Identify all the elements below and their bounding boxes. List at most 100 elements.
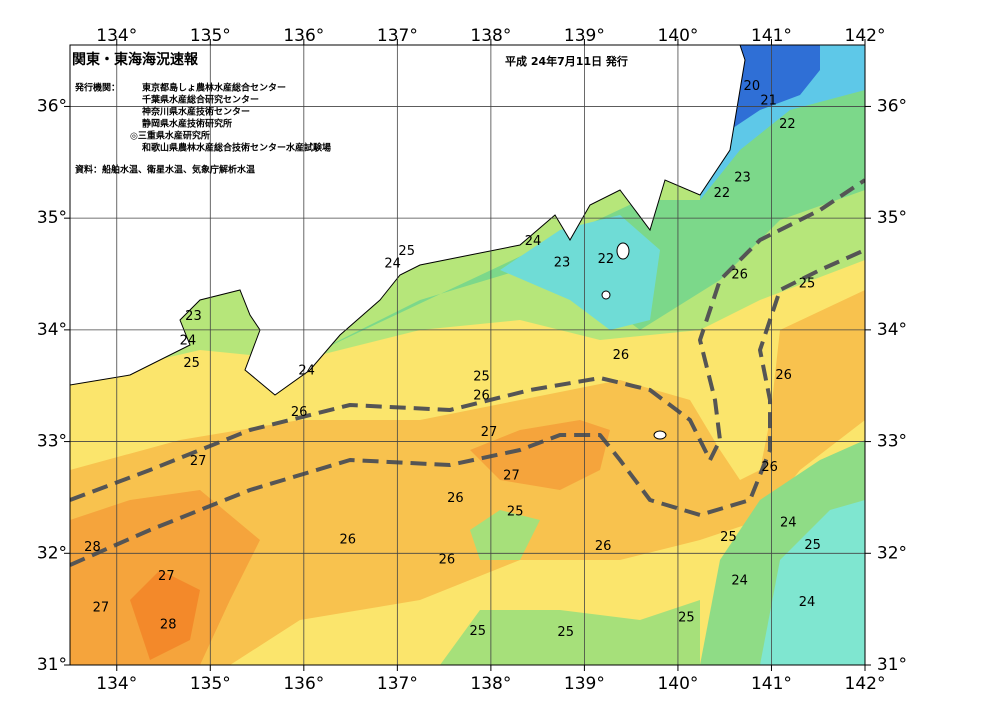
contour-label: 24: [731, 574, 748, 589]
title: 関東・東海海況速報: [72, 51, 199, 68]
contour-label: 24: [384, 256, 401, 271]
lon-label: 136°: [283, 26, 324, 46]
contour-label: 26: [761, 460, 778, 475]
contour-label: 28: [160, 617, 177, 632]
lat-label: 35°: [877, 208, 907, 228]
contour-label: 25: [799, 277, 816, 292]
lon-label: 142°: [845, 674, 886, 694]
lon-label: 142°: [845, 26, 886, 46]
contour-label: 23: [185, 309, 202, 324]
sea-orange-dark: [470, 420, 610, 490]
contour-label: 26: [731, 268, 748, 283]
kuroshio-axis: [70, 178, 865, 502]
contour-label: 26: [439, 552, 456, 567]
contour-label: 25: [470, 624, 487, 639]
agency: 和歌山県農林水産総合技術センター水産試験場: [141, 142, 331, 154]
contour-label: 25: [398, 244, 415, 259]
agency: 東京都島しょ農林水産総合センター: [142, 82, 286, 94]
issue-date: 平成 24年7月11日 発行: [505, 54, 628, 68]
island: [601, 290, 611, 300]
contour-label: 26: [473, 388, 490, 403]
lon-label: 134°: [96, 674, 137, 694]
contour-label: 26: [595, 539, 612, 554]
lat-label: 31°: [877, 655, 907, 675]
land: [70, 45, 746, 396]
lat-label: 33°: [37, 432, 67, 452]
lat-label: 34°: [37, 320, 67, 340]
contour-label: 27: [503, 469, 520, 484]
contour-label: 26: [340, 532, 357, 547]
agency: ◎三重県水産研究所: [130, 130, 210, 142]
lon-label: 135°: [190, 674, 231, 694]
lon-label: 139°: [564, 26, 605, 46]
sea-orange: [70, 290, 865, 665]
lon-label: 137°: [377, 26, 418, 46]
lat-label: 34°: [877, 320, 907, 340]
lon-label: 135°: [190, 26, 231, 46]
contour-label: 27: [93, 601, 110, 616]
contour-label: 26: [447, 491, 464, 506]
contour-label: 21: [760, 93, 777, 108]
contour-label: 24: [780, 516, 797, 531]
sea-surface: [70, 45, 865, 665]
contour-label: 25: [678, 611, 695, 626]
agency: 千葉県水産総合研究センター: [142, 94, 259, 106]
sea-blue: [730, 45, 820, 130]
contour-label: 27: [158, 569, 175, 584]
lon-label: 138°: [470, 674, 511, 694]
lat-label: 35°: [37, 208, 67, 228]
contour-label: 28: [84, 540, 101, 555]
contour-label: 24: [525, 234, 542, 249]
map-frame: [69, 44, 866, 666]
lon-label: 137°: [377, 674, 418, 694]
lon-label: 134°: [96, 26, 137, 46]
contour-label: 25: [473, 369, 490, 384]
lon-label: 139°: [564, 674, 605, 694]
contour-label: 27: [481, 425, 498, 440]
contour-label: 25: [507, 504, 524, 519]
agencies: 東京都島しょ農林水産総合センター千葉県水産総合研究センター神奈川県水産技術センタ…: [130, 82, 331, 154]
sea-green-patch: [470, 510, 540, 560]
contour-label: 25: [720, 530, 737, 545]
contour-label: 27: [190, 454, 207, 469]
contour-label: 26: [291, 405, 308, 420]
lon-label: 140°: [657, 674, 698, 694]
sea-cyan-southeast: [760, 500, 865, 665]
contour-label: 23: [554, 255, 571, 270]
lat-label: 33°: [877, 432, 907, 452]
sea-orange-deep: [130, 570, 200, 660]
lon-label: 141°: [751, 674, 792, 694]
lat-label: 32°: [37, 543, 67, 563]
lat-label: 36°: [877, 96, 907, 116]
sea-green-south: [440, 600, 700, 665]
issuers-label: 発行機関：: [74, 82, 120, 94]
contour-label: 24: [298, 364, 315, 379]
contour-label: 26: [613, 348, 630, 363]
lat-label: 36°: [37, 96, 67, 116]
lat-label: 32°: [877, 543, 907, 563]
contour-label: 22: [598, 252, 615, 267]
contour-label: 22: [714, 186, 731, 201]
lon-label: 141°: [751, 26, 792, 46]
kuroshio-axis: [70, 248, 865, 567]
lat-label: 31°: [37, 655, 67, 675]
island: [653, 430, 667, 440]
contour-label: 24: [180, 334, 197, 349]
lon-label: 138°: [470, 26, 511, 46]
contour-label: 22: [779, 117, 796, 132]
lon-label: 140°: [657, 26, 698, 46]
data-source: 資料：船舶水温、衛星水温、気象庁解析水温: [75, 164, 255, 176]
lon-label: 136°: [283, 674, 324, 694]
agency: 神奈川県水産技術センター: [142, 106, 250, 118]
contour-label: 25: [183, 356, 200, 371]
contour-label: 20: [744, 79, 761, 94]
contour-label: 25: [804, 538, 821, 553]
contour-label: 26: [775, 368, 792, 383]
agency: 静岡県水産技術研究所: [142, 118, 232, 130]
contour-label: 23: [734, 170, 751, 185]
island: [616, 242, 630, 260]
contour-label: 25: [557, 625, 574, 640]
